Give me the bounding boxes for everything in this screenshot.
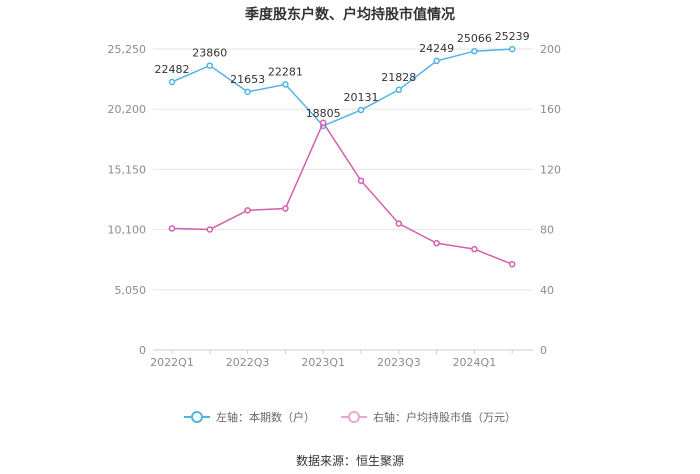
left-axis-tick-label: 0 bbox=[139, 344, 146, 357]
x-axis-tick-label: 2023Q1 bbox=[301, 356, 345, 369]
left-axis-tick-label: 20,200 bbox=[108, 103, 147, 116]
left-axis-tick-label: 25,250 bbox=[108, 43, 147, 56]
data-point-left bbox=[508, 45, 516, 53]
data-point-right bbox=[206, 226, 214, 233]
data-label: 20131 bbox=[344, 91, 379, 104]
axis-layer: 0 0 5,050 40 10,100 80 15,150 120 20,200 160 25,25… bbox=[108, 43, 562, 369]
legend: 左轴：本期数（户） 右轴：户均持股市值（万元） bbox=[0, 409, 700, 425]
left-axis-tick-label: 15,150 bbox=[108, 163, 147, 176]
legend-line-marker-icon bbox=[341, 411, 367, 423]
data-label: 22281 bbox=[268, 65, 303, 78]
data-source-note: 数据来源：恒生聚源 bbox=[295, 454, 404, 468]
series-line-right bbox=[171, 121, 513, 265]
data-label: 18805 bbox=[306, 107, 341, 120]
data-point-left bbox=[357, 106, 365, 114]
data-point-left bbox=[282, 81, 289, 88]
data-label: 21653 bbox=[230, 73, 265, 86]
legend-label-right-series: 右轴：户均持股市值（万元） bbox=[373, 411, 516, 424]
series-line-left bbox=[171, 48, 513, 127]
right-axis-tick-label: 40 bbox=[540, 284, 554, 297]
legend-label-left-series: 左轴：本期数（户） bbox=[216, 411, 315, 424]
data-point-left bbox=[395, 86, 403, 94]
data-point-left bbox=[471, 47, 478, 55]
right-axis-tick-label: 0 bbox=[540, 344, 547, 357]
chart-title: 季度股东户数、户均持股市值情况 bbox=[245, 7, 455, 23]
right-axis-tick-label: 160 bbox=[540, 103, 561, 116]
data-point-right bbox=[357, 177, 365, 184]
data-point-right bbox=[433, 239, 440, 247]
data-point-right bbox=[319, 119, 327, 126]
data-label: 21828 bbox=[381, 71, 416, 84]
legend-item-left-series[interactable]: 左轴：本期数（户） bbox=[184, 409, 315, 425]
legend-item-right-series[interactable]: 右轴：户均持股市值（万元） bbox=[341, 409, 516, 425]
data-label: 24249 bbox=[419, 42, 454, 55]
data-label: 23860 bbox=[192, 47, 227, 60]
legend-line-marker-icon bbox=[184, 411, 210, 423]
data-point-right bbox=[168, 225, 176, 232]
right-axis-tick-label: 120 bbox=[540, 163, 561, 176]
data-point-left bbox=[244, 88, 251, 96]
x-axis-tick-label: 2022Q1 bbox=[150, 356, 194, 369]
right-axis-tick-label: 200 bbox=[540, 43, 561, 56]
right-axis-tick-label: 80 bbox=[540, 224, 554, 237]
data-point-left bbox=[433, 57, 440, 65]
left-axis-tick-label: 10,100 bbox=[108, 224, 147, 237]
series-layer bbox=[168, 45, 516, 268]
data-point-left bbox=[206, 62, 214, 69]
left-axis-tick-label: 5,050 bbox=[115, 284, 147, 297]
x-axis-tick-label: 2023Q3 bbox=[377, 356, 421, 369]
data-point-right bbox=[395, 220, 403, 227]
data-point-right bbox=[244, 207, 251, 214]
x-axis-tick-label: 2024Q1 bbox=[453, 356, 497, 369]
data-label: 22482 bbox=[155, 63, 190, 76]
grid-layer bbox=[153, 48, 533, 351]
data-point-right bbox=[282, 205, 289, 212]
data-label: 25239 bbox=[495, 30, 530, 43]
data-label: 25066 bbox=[457, 32, 492, 45]
data-point-left bbox=[168, 78, 176, 86]
data-point-right bbox=[471, 245, 478, 253]
data-point-right bbox=[508, 260, 516, 268]
x-axis-tick-label: 2022Q3 bbox=[226, 356, 270, 369]
